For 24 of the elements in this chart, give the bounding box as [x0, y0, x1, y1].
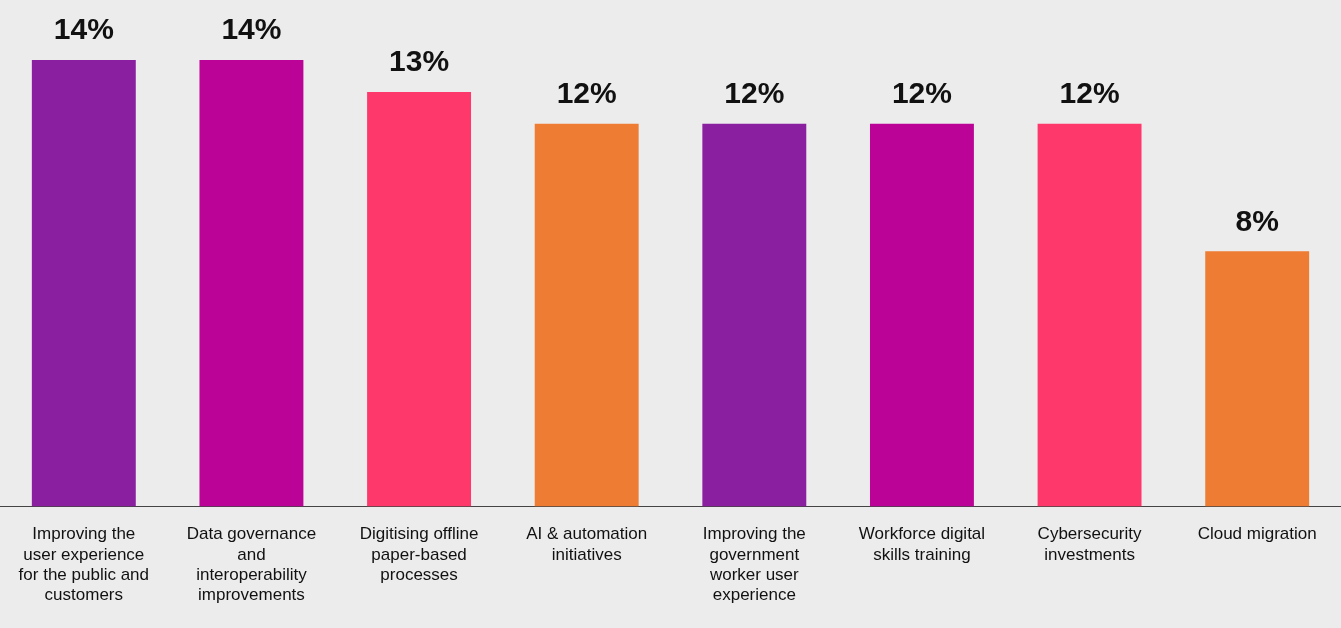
x-tick-label: AI & automation initiatives — [526, 524, 648, 564]
x-tick-label: Cloud migration — [1197, 524, 1317, 544]
bar — [534, 123, 639, 507]
x-tick-label: Data governance and interoperability improvements — [186, 524, 317, 605]
data-label: 12% — [1059, 76, 1120, 110]
bar — [1205, 251, 1310, 507]
data-label: 12% — [891, 76, 952, 110]
data-label: 13% — [389, 44, 450, 78]
bar — [1037, 123, 1142, 507]
bar — [31, 60, 136, 507]
data-label: 8% — [1235, 203, 1279, 237]
data-label: 12% — [556, 76, 617, 110]
bar — [869, 123, 974, 507]
x-tick-label: Workforce digital skills training — [858, 524, 986, 564]
x-tick-label: Improving the user experience for the public and customers — [18, 524, 150, 605]
x-tick-label: Improving the government worker user experience — [702, 524, 806, 605]
bar — [367, 91, 472, 507]
x-tick-label: Cybersecurity investments — [1037, 524, 1143, 564]
x-tick-label: Digitising offline paper-based processes — [359, 524, 479, 585]
bar — [199, 60, 304, 507]
data-label: 14% — [53, 12, 114, 46]
bar — [702, 123, 807, 507]
data-label: 14% — [221, 12, 282, 46]
data-label: 12% — [724, 76, 785, 110]
